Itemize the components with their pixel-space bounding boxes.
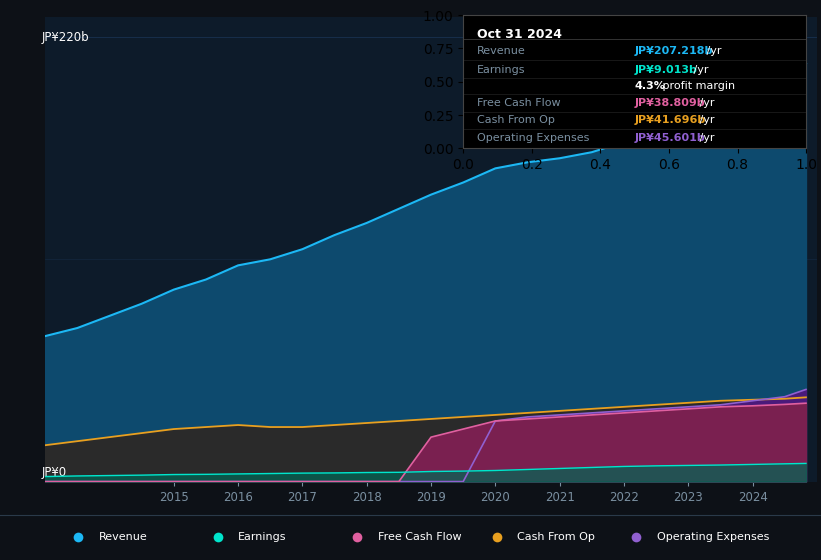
Text: JP¥220b: JP¥220b [41,31,89,44]
Text: /yr: /yr [703,46,721,56]
Text: JP¥9.013b: JP¥9.013b [635,65,698,75]
Text: JP¥0: JP¥0 [41,466,67,479]
Text: Cash From Op: Cash From Op [517,532,595,542]
Text: /yr: /yr [696,98,715,108]
Text: Free Cash Flow: Free Cash Flow [378,532,461,542]
Text: 4.3%: 4.3% [635,81,666,91]
Text: Revenue: Revenue [99,532,147,542]
Text: /yr: /yr [696,133,715,143]
Text: Cash From Op: Cash From Op [477,115,555,125]
Text: /yr: /yr [696,115,715,125]
Text: JP¥38.809b: JP¥38.809b [635,98,705,108]
Text: Oct 31 2024: Oct 31 2024 [477,29,562,41]
Text: JP¥41.696b: JP¥41.696b [635,115,706,125]
Text: Revenue: Revenue [477,46,525,56]
Text: Operating Expenses: Operating Expenses [657,532,769,542]
Text: JP¥45.601b: JP¥45.601b [635,133,705,143]
Text: /yr: /yr [690,65,709,75]
Text: Earnings: Earnings [238,532,287,542]
Text: JP¥207.218b: JP¥207.218b [635,46,713,56]
Text: profit margin: profit margin [659,81,736,91]
Text: Earnings: Earnings [477,65,525,75]
Text: Free Cash Flow: Free Cash Flow [477,98,561,108]
Text: Operating Expenses: Operating Expenses [477,133,589,143]
